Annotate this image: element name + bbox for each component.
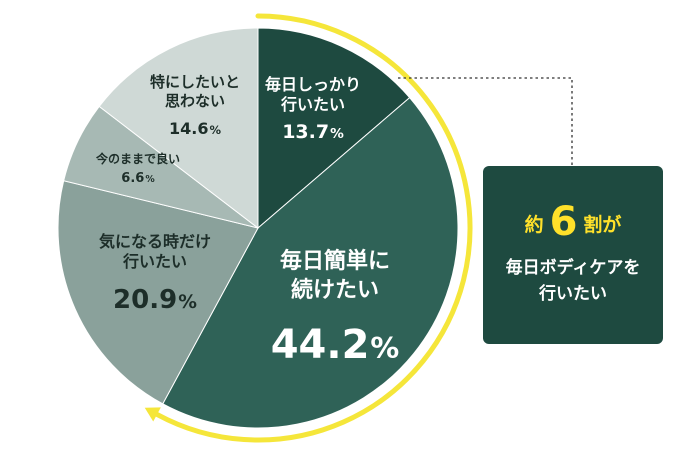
pie-slice-4	[98, 27, 259, 230]
slice-value-number: 14.6	[168, 118, 209, 138]
slice-value-unit: %	[178, 292, 197, 313]
callout-prefix: 約	[524, 214, 544, 236]
slice-value: 44.2%	[250, 319, 420, 371]
callout-box: 約 6 割が 毎日ボディケアを 行いたい	[483, 166, 663, 344]
slice-value-unit: %	[370, 331, 400, 366]
slice-value: 14.6%	[140, 119, 250, 139]
slice-label-daily-simple: 毎日簡単に 続けたい 44.2%	[250, 248, 420, 371]
slice-label-fine-as-is: 今のままで良い 6.6%	[78, 152, 198, 187]
slice-label-only-when-concerned: 気になる時だけ 行いたい 20.9%	[70, 232, 240, 317]
pie-slice-1	[162, 96, 459, 429]
slice-value: 13.7%	[263, 121, 363, 145]
callout-number: 6	[549, 199, 578, 245]
slice-value-unit: %	[330, 126, 344, 142]
accent-arc	[154, 13, 473, 443]
accent-arrowhead	[144, 407, 161, 422]
callout-suffix: 割が	[583, 214, 622, 236]
pie-slice-0	[257, 27, 411, 230]
callout-body: 毎日ボディケアを 行いたい	[483, 256, 663, 307]
slice-value: 20.9%	[70, 284, 240, 317]
slice-value-unit: %	[209, 122, 222, 137]
slice-category: 特にしたいと 思わない	[149, 73, 240, 110]
slice-category: 気になる時だけ 行いたい	[98, 232, 211, 271]
pie-slice-2	[57, 180, 259, 405]
slice-category: 今のままで良い	[95, 152, 180, 166]
slice-label-no-desire: 特にしたいと 思わない 14.6%	[140, 73, 250, 139]
slice-category: 毎日しっかり 行いたい	[264, 75, 361, 114]
slice-value-number: 6.6	[121, 171, 145, 186]
slice-value-number: 20.9	[113, 285, 178, 315]
slice-value-number: 44.2	[270, 322, 370, 369]
slice-value-unit: %	[145, 174, 155, 185]
callout-line-2: 行いたい	[539, 283, 607, 304]
slice-label-daily-thorough: 毎日しっかり 行いたい 13.7%	[263, 75, 363, 145]
slice-category: 毎日簡単に 続けたい	[279, 249, 390, 303]
callout-leader-line	[398, 77, 573, 166]
callout-line-1: 毎日ボディケアを	[505, 258, 641, 278]
slice-value-number: 13.7	[282, 121, 330, 143]
callout-headline: 約 6 割が	[483, 202, 663, 242]
slice-value: 6.6%	[78, 171, 198, 187]
